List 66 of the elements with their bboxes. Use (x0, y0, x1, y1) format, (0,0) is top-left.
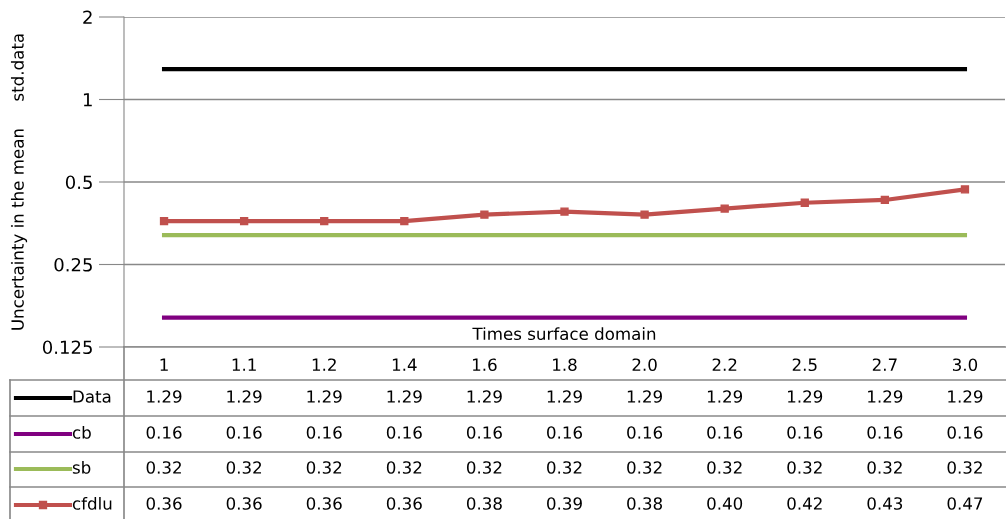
data-label: 0.32 (547, 461, 582, 474)
data-label: 0.16 (707, 426, 743, 439)
data-label: 0.16 (867, 426, 903, 439)
data-label: 0.36 (226, 497, 262, 510)
data-label: 0.32 (306, 461, 342, 474)
data-label: 0.39 (547, 497, 582, 510)
legend-label: cb (72, 425, 91, 439)
data-label: 0.40 (707, 497, 743, 510)
data-label: 0.32 (146, 461, 181, 474)
x-tick-label: 2.2 (712, 358, 737, 371)
y-tick-label: 0.125 (42, 340, 92, 355)
data-label: 1.29 (547, 390, 582, 403)
x-tick-label: 3.0 (952, 358, 978, 372)
data-label: 1.29 (627, 390, 662, 403)
x-tick-label: 1.6 (472, 358, 497, 372)
data-label: 0.16 (947, 426, 983, 439)
data-label: 1.29 (147, 390, 182, 403)
data-label: 1.29 (307, 390, 342, 403)
x-axis-title: Times surface domain (472, 327, 656, 341)
data-label: 0.16 (226, 426, 262, 439)
y-tick-label: 2 (83, 10, 92, 24)
data-label: 0.32 (386, 461, 422, 474)
data-label: 1.29 (788, 390, 823, 403)
data-label: 0.38 (627, 497, 663, 510)
x-tick-label: 2.7 (872, 358, 897, 371)
x-tick-label: 1.2 (312, 358, 336, 371)
data-label: 0.32 (787, 461, 822, 474)
data-label: 0.47 (947, 497, 983, 510)
y-tick-label: 0.5 (65, 175, 92, 190)
data-label: 0.36 (386, 497, 422, 510)
x-tick-label: 1.4 (392, 358, 417, 371)
y-tick-label: 0.25 (54, 257, 92, 272)
data-label: 1.29 (707, 390, 743, 403)
data-label: 0.36 (146, 497, 182, 510)
data-label: 0.42 (787, 497, 822, 510)
y-axis-title: Uncertainty in the mean std.data (10, 34, 28, 330)
data-label: 0.36 (306, 497, 342, 510)
data-label: 0.43 (867, 497, 903, 510)
data-label: 0.16 (466, 426, 502, 439)
data-label: 1.29 (467, 390, 502, 403)
x-tick-label: 2.0 (632, 358, 657, 372)
legend-label: cfdlu (72, 496, 112, 510)
legend-label: sb (72, 460, 91, 474)
data-label: 1.29 (948, 390, 983, 403)
y-tick-label: 1 (83, 93, 92, 107)
data-label: 0.16 (306, 426, 342, 439)
data-label: 0.16 (787, 426, 823, 439)
data-label: 0.16 (627, 426, 663, 439)
data-label: 0.16 (146, 426, 182, 439)
legend-label: Data (73, 390, 111, 403)
data-label: 1.29 (868, 390, 903, 403)
data-label: 0.32 (867, 461, 902, 474)
data-label: 0.16 (547, 426, 583, 439)
x-tick-label: 1 (160, 358, 168, 371)
data-label: 0.32 (466, 461, 502, 474)
x-tick-label: 1.8 (553, 358, 577, 372)
data-label: 0.38 (466, 497, 502, 510)
x-tick-label: 2.5 (792, 358, 817, 372)
data-label: 0.32 (627, 461, 662, 474)
data-label: 1.29 (387, 390, 422, 403)
data-label: 0.16 (386, 426, 422, 439)
data-label: 0.32 (707, 461, 742, 474)
x-tick-label: 1.1 (232, 358, 256, 371)
data-label: 0.32 (947, 461, 982, 474)
data-label: 0.32 (226, 461, 262, 474)
data-label: 1.29 (227, 390, 262, 403)
